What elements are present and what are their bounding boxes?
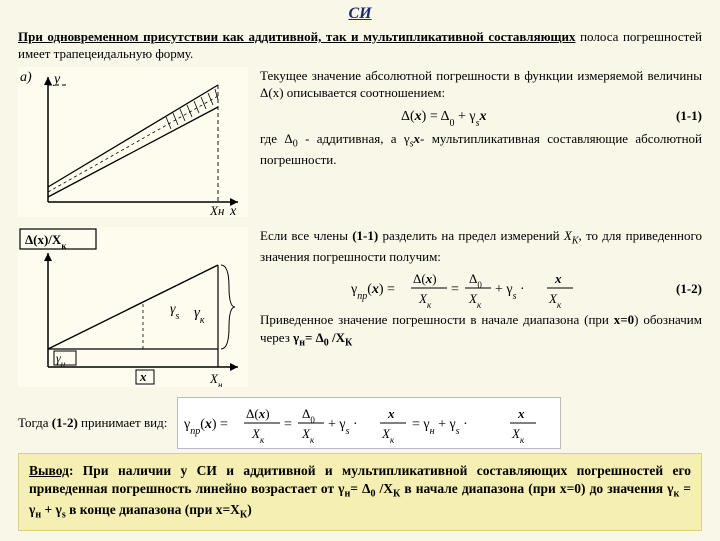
graph-a-label-a: a) (20, 70, 32, 85)
svg-text:Xк: Xк (468, 291, 482, 309)
formula-3: γпр(x) = Δ(x) Xк = Δ0 Xк + γs · x Xк = γ… (184, 402, 554, 444)
conclusion-box: Вывод: При наличии у СИ и аддитивной и м… (18, 453, 702, 532)
formula-3-wrap: γпр(x) = Δ(x) Xк = Δ0 Xк + γs · x Xк = γ… (177, 397, 561, 449)
svg-text:γпр(x) =: γпр(x) = (184, 417, 228, 437)
b2p1c: разделить на предел измерений (378, 228, 564, 243)
svg-text:Δ(x) = Δ0 + γsx: Δ(x) = Δ0 + γsx (401, 109, 486, 128)
page-title: СИ (18, 5, 702, 23)
graph-b-gk: γк (194, 305, 205, 326)
text-block-2: Если все члены (1-1) разделить на предел… (260, 227, 702, 350)
b2p1a: Если все члены (260, 228, 352, 243)
b2p2e: = Δ (305, 330, 324, 345)
graph-b-gs: γs (170, 302, 180, 322)
b2-p2: Приведенное значение погрешности в начал… (260, 311, 702, 350)
text-block-1: Текущее значение абсолютной погрешности … (260, 67, 702, 169)
bottom-line: Тогда (1-2) принимает вид: γпр(x) = Δ(x)… (18, 397, 702, 449)
c1: Вывод (29, 463, 69, 478)
intro-bold: При одновременном присутствии как аддити… (18, 29, 576, 44)
svg-text:Δ0: Δ0 (469, 271, 482, 290)
graph-a-label-xh: Xн (209, 203, 224, 217)
c7: + γ (41, 502, 62, 517)
graph-b-x: x (139, 369, 147, 384)
svg-text:=: = (451, 282, 459, 297)
svg-text:Xк: Xк (381, 426, 395, 444)
b1-p2a: где Δ (260, 131, 293, 146)
c9: ) (247, 502, 252, 517)
svg-text:+ γs ·: + γs · (328, 417, 358, 437)
svg-text:Xк: Xк (418, 291, 432, 309)
b2-p1: Если все члены (1-1) разделить на предел… (260, 227, 702, 266)
svg-text:γпр(x) =: γпр(x) = (351, 282, 395, 302)
b2p2b: x=0 (614, 312, 634, 327)
svg-text:=: = (284, 417, 292, 432)
svg-text:= γн + γs ·: = γн + γs · (412, 417, 468, 437)
c8: в конце диапазона (при x=X (66, 502, 240, 517)
graph-b-col: Δ(x)/Xк γs γк γн (18, 227, 248, 391)
graph-b-label-y: Δ(x)/Xк (25, 232, 67, 251)
svg-text:x: x (554, 271, 562, 286)
svg-text:Xк: Xк (511, 426, 525, 444)
b1-p1: Текущее значение абсолютной погрешности … (260, 67, 702, 102)
row-1: a) y x (18, 67, 702, 221)
graph-a-label-x: x (229, 204, 237, 217)
graph-b: Δ(x)/Xк γs γк γн (18, 227, 248, 387)
c3: = Δ (350, 481, 370, 496)
svg-text:Δ0: Δ0 (302, 406, 315, 425)
svg-text:x: x (387, 406, 395, 421)
graph-a-col: a) y x (18, 67, 248, 221)
svg-text:Δ(x): Δ(x) (413, 271, 437, 286)
bottom-text: Тогда (1-2) принимает вид: (18, 415, 167, 431)
svg-text:x: x (517, 406, 525, 421)
eq-label-1: (1-1) (676, 107, 702, 125)
svg-text:Xк: Xк (251, 426, 265, 444)
graph-b-xh: Xн (209, 371, 223, 387)
c4: /X (375, 481, 393, 496)
svg-text:+ γs ·: + γs · (495, 282, 525, 302)
formula-2: γпр(x) = Δ(x) Xк = Δ0 Xк + γs · x Xк (351, 267, 611, 309)
svg-text:Xк: Xк (548, 291, 562, 309)
intro-text: При одновременном присутствии как аддити… (18, 29, 702, 63)
svg-text:Δ(x): Δ(x) (246, 406, 270, 421)
row-2: Δ(x)/Xк γs γк γн (18, 227, 702, 391)
bt2: (1-2) (52, 415, 78, 430)
b2p1b: (1-1) (352, 228, 378, 243)
c5: в начале диапазона (при x=0) до значения… (400, 481, 673, 496)
svg-text:Xк: Xк (301, 426, 315, 444)
bt3: принимает вид: (78, 415, 168, 430)
bt1: Тогда (18, 415, 52, 430)
b1-p2: где Δ0 - аддитивная, а γsx- мультипликат… (260, 130, 702, 169)
b1-p2b: - аддитивная, а (298, 131, 404, 146)
b2p2a: Приведенное значение погрешности в начал… (260, 312, 614, 327)
graph-a: a) y x (18, 67, 248, 217)
formula-1: Δ(x) = Δ0 + γsx (401, 104, 561, 128)
eq-label-2: (1-2) (676, 280, 702, 298)
b2p2f: /X (329, 330, 345, 345)
